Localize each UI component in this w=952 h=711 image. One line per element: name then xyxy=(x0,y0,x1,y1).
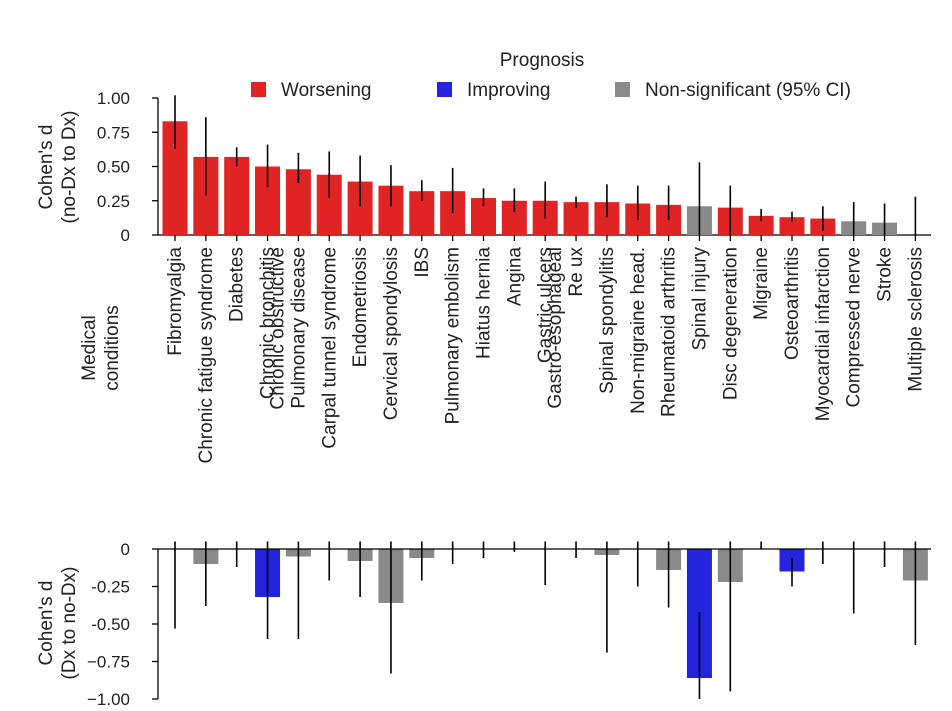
top-ylabel-line2: (no-Dx to Dx) xyxy=(59,111,80,224)
category-label-line: Chronic fatigue syndrome xyxy=(196,247,217,464)
category-label-endometriosis: Endometriosis xyxy=(350,247,371,367)
top-ytick-label: 0.50 xyxy=(97,158,130,177)
legend: Prognosis Worsening Improving Non-signif… xyxy=(251,50,851,101)
category-label-line: Carpal tunnel syndrome xyxy=(319,247,340,449)
category-label-line: Osteoarthritis xyxy=(782,247,803,360)
category-label-line: Migraine xyxy=(751,247,772,320)
category-label-diabetes: Diabetes xyxy=(227,247,248,322)
category-label-non-migraine-head: Non-migraine head. xyxy=(628,247,649,414)
category-label-gastric-ulcers: Gastric ulcers xyxy=(535,247,556,363)
category-label-multiple-sclerosis: Multiple sclerosis xyxy=(905,247,926,392)
bottom-ylabel-line2: (Dx to no-Dx) xyxy=(59,567,80,680)
category-label-chronic-bronchitis: Chronic bronchitis xyxy=(258,247,279,399)
category-label-line: Compressed nerve xyxy=(844,247,865,408)
category-label-line: Re ux xyxy=(566,247,587,297)
category-label-chronic-obstructive-pulmonary-disease: Chronic obstructive Pulmonary disease xyxy=(267,247,309,410)
category-label-line: Non-migraine head. xyxy=(628,247,649,414)
bottom-ytick-label: -0.25 xyxy=(91,578,130,597)
bottom-panel: 0 -0.25 -0.50 −0.75 −1.00 xyxy=(87,540,931,709)
xlabel-line2: conditions xyxy=(102,305,123,391)
category-label-line: Stroke xyxy=(875,247,896,302)
category-label-line: IBS xyxy=(412,247,433,278)
x-axis-title: Medical conditions xyxy=(79,305,123,391)
category-label-gastro-esophageal-re-ux: Gastro-esophageal Re ux xyxy=(545,247,587,409)
bottom-y-axis-title: Cohen's d (Dx to no-Dx) xyxy=(36,567,80,680)
category-label-line: Gastric ulcers xyxy=(535,247,556,363)
category-label-stroke: Stroke xyxy=(875,247,896,302)
category-label-compressed-nerve: Compressed nerve xyxy=(844,247,865,408)
legend-title: Prognosis xyxy=(500,50,585,71)
category-label-line: Chronic bronchitis xyxy=(258,247,279,399)
category-label-spinal-spondylitis: Spinal spondylitis xyxy=(597,247,618,394)
category-label-line: Myocardial infarction xyxy=(813,247,834,421)
category-label-hiatus-hernia: Hiatus hernia xyxy=(474,247,495,359)
category-label-line: Endometriosis xyxy=(350,247,371,367)
top-bar-osteoarthritis xyxy=(779,217,805,235)
top-y-axis-title: Cohen's d (no-Dx to Dx) xyxy=(36,111,80,224)
category-label-line: Hiatus hernia xyxy=(474,247,495,359)
category-label-chronic-fatigue-syndrome: Chronic fatigue syndrome xyxy=(196,247,217,464)
legend-swatch-non-significant xyxy=(615,82,630,97)
category-label-line: Gastro-esophageal xyxy=(545,247,566,409)
bottom-ytick-label: 0 xyxy=(121,540,130,559)
xlabel-line1: Medical xyxy=(79,315,100,380)
bottom-ytick-label: -0.50 xyxy=(91,615,130,634)
category-label-myocardial-infarction: Myocardial infarction xyxy=(813,247,834,421)
category-label-line: Pulmonary embolism xyxy=(443,247,464,424)
top-bar-migraine xyxy=(748,215,774,235)
category-label-line: Rheumatoid arthritis xyxy=(659,247,680,417)
bottom-ytick-label: −1.00 xyxy=(87,690,130,709)
top-ytick-label: 0.25 xyxy=(97,192,130,211)
category-label-spinal-injury: Spinal injury xyxy=(689,247,710,351)
category-label-line: Multiple sclerosis xyxy=(905,247,926,392)
category-label-ibs: IBS xyxy=(412,247,433,278)
top-ytick-label: 0 xyxy=(121,226,130,245)
category-label-line: Diabetes xyxy=(227,247,248,322)
top-ytick-label: 1.00 xyxy=(97,89,130,108)
category-label-line: Fibromyalgia xyxy=(165,247,186,356)
legend-swatch-improving xyxy=(437,82,452,97)
bottom-ylabel-line1: Cohen's d xyxy=(36,581,57,666)
category-label-line: Angina xyxy=(504,247,525,307)
legend-label-worsening: Worsening xyxy=(281,80,371,101)
bottom-ytick-label: −0.75 xyxy=(87,653,130,672)
legend-label-improving: Improving xyxy=(467,80,550,101)
top-ytick-label: 0.75 xyxy=(97,123,130,142)
category-label-line: Pulmonary disease xyxy=(288,247,309,409)
category-label-angina: Angina xyxy=(504,247,525,307)
category-label-carpal-tunnel-syndrome: Carpal tunnel syndrome xyxy=(319,247,340,449)
legend-swatch-worsening xyxy=(251,82,266,97)
category-label-fibromyalgia: Fibromyalgia xyxy=(165,247,186,356)
category-label-line: Spinal injury xyxy=(689,247,710,351)
category-label-cervical-spondylosis: Cervical spondylosis xyxy=(381,247,402,420)
category-label-migraine: Migraine xyxy=(751,247,772,320)
category-label-line: Disc degeneration xyxy=(720,247,741,400)
category-label-line: Cervical spondylosis xyxy=(381,247,402,420)
category-labels: Fibromyalgia Chronic fatigue syndrome Diab… xyxy=(165,247,926,464)
top-panel: 0 0.25 0.50 0.75 1.00 xyxy=(97,89,931,245)
category-label-line: Spinal spondylitis xyxy=(597,247,618,394)
legend-label-non-significant: Non-significant (95% CI) xyxy=(645,80,851,101)
top-ylabel-line1: Cohen's d xyxy=(36,125,57,210)
category-label-rheumatoid-arthritis: Rheumatoid arthritis xyxy=(659,247,680,417)
category-label-pulmonary-embolism: Pulmonary embolism xyxy=(443,247,464,424)
category-label-disc-degeneration: Disc degeneration xyxy=(720,247,741,400)
top-bar-diabetes xyxy=(224,156,250,235)
category-label-osteoarthritis: Osteoarthritis xyxy=(782,247,803,360)
category-label-line: Chronic obstructive xyxy=(267,247,288,410)
